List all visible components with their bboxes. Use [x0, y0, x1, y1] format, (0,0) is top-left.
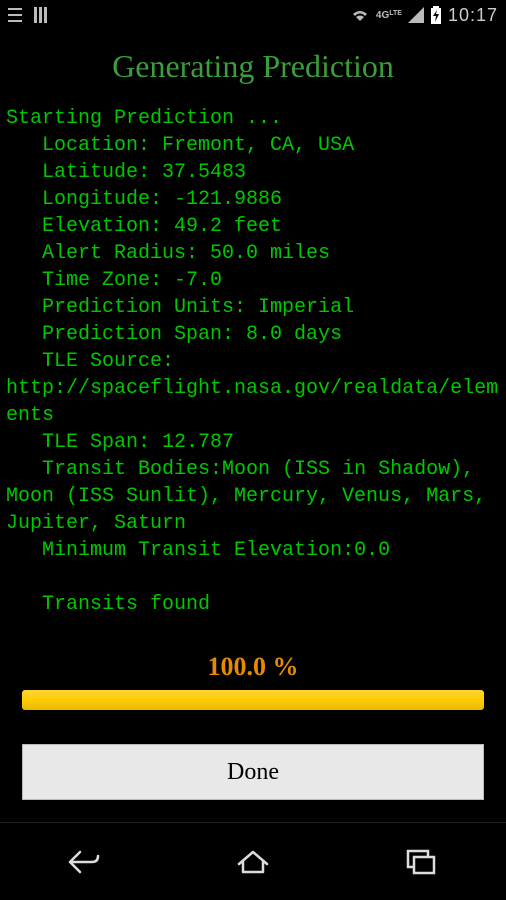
- wifi-icon: [350, 7, 370, 23]
- progress-bar-fill: [22, 690, 484, 710]
- done-button[interactable]: Done: [22, 744, 484, 800]
- network-label: 4GLTE: [376, 10, 402, 21]
- home-button[interactable]: [223, 842, 283, 882]
- progress-label: 100.0 %: [22, 652, 484, 682]
- bars-icon: [34, 7, 50, 23]
- nav-bar: [0, 822, 506, 900]
- status-left: [8, 7, 50, 23]
- progress-bar: [22, 690, 484, 710]
- list-icon: [8, 7, 26, 23]
- progress-area: 100.0 %: [0, 652, 506, 710]
- recent-button[interactable]: [392, 842, 452, 882]
- back-button[interactable]: [54, 842, 114, 882]
- page-title: Generating Prediction: [0, 30, 506, 105]
- status-right: 4GLTE 10:17: [350, 5, 498, 26]
- signal-icon: [408, 7, 424, 23]
- clock: 10:17: [448, 5, 498, 26]
- battery-icon: [430, 6, 442, 24]
- status-bar: 4GLTE 10:17: [0, 0, 506, 30]
- prediction-log: Starting Prediction ... Location: Fremon…: [0, 105, 506, 618]
